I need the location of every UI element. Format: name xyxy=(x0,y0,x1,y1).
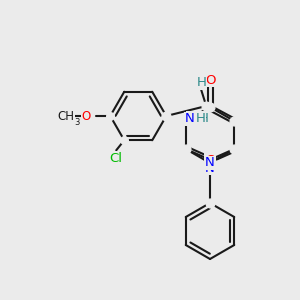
Point xyxy=(164,114,169,118)
Point xyxy=(183,147,188,152)
Text: H: H xyxy=(196,76,206,89)
Text: N: N xyxy=(205,161,215,175)
Text: N: N xyxy=(187,112,196,124)
Text: N: N xyxy=(185,112,195,125)
Text: 3: 3 xyxy=(75,118,80,127)
Text: Cl: Cl xyxy=(110,152,123,165)
Text: O: O xyxy=(205,74,215,86)
Text: O: O xyxy=(82,110,91,122)
Point xyxy=(204,103,208,108)
Point xyxy=(122,138,127,142)
Text: O: O xyxy=(205,154,215,166)
Point xyxy=(108,114,112,118)
Text: H: H xyxy=(199,112,209,124)
Text: H: H xyxy=(196,112,206,125)
Point xyxy=(232,147,237,152)
Text: N: N xyxy=(205,157,215,169)
Point xyxy=(232,118,237,123)
Point xyxy=(208,201,212,206)
Text: CH: CH xyxy=(58,110,75,122)
Text: O: O xyxy=(205,154,215,166)
Point xyxy=(208,105,212,110)
